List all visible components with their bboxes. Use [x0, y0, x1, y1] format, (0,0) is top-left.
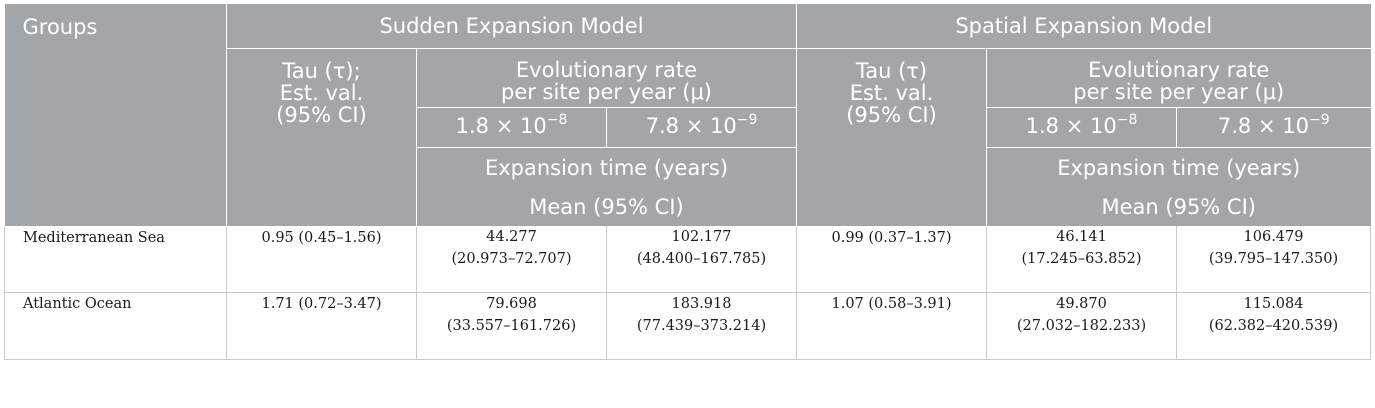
header-sudden-mean-ci: Mean (95% CI)	[416, 187, 797, 226]
sudden-tau-cell: 0.95 (0.45–1.56)	[226, 226, 417, 293]
header-spatial-expansion-time: Expansion time (years)	[986, 147, 1371, 187]
group-cell: Atlantic Ocean	[4, 292, 227, 360]
sudden-time-b-cell: 102.177 (48.400–167.785)	[606, 226, 797, 293]
header-sudden-rate-b: 7.8 × 10−9	[606, 107, 797, 148]
header-sudden-rate-a: 1.8 × 10−8	[416, 107, 607, 148]
header-groups: Groups	[4, 4, 227, 227]
header-sudden-expansion-time: Expansion time (years)	[416, 147, 797, 187]
spatial-time-a-cell: 49.870 (27.032–182.233)	[986, 292, 1177, 360]
header-sudden-rate: Evolutionary rate per site per year (μ)	[416, 48, 797, 108]
sudden-tau-cell: 1.71 (0.72–3.47)	[226, 292, 417, 360]
header-sudden-tau: Tau (τ); Est. val. (95% CI)	[226, 48, 417, 227]
header-spatial-model: Spatial Expansion Model	[796, 4, 1371, 49]
table-row: Atlantic Ocean 1.71 (0.72–3.47) 79.698 (3…	[4, 292, 1371, 360]
header-spatial-tau: Tau (τ) Est. val. (95% CI)	[796, 48, 987, 227]
header-spatial-rate-b: 7.8 × 10−9	[1176, 107, 1371, 148]
spatial-time-b-cell: 115.084 (62.382–420.539)	[1176, 292, 1371, 360]
sudden-time-a-cell: 79.698 (33.557–161.726)	[416, 292, 607, 360]
header-spatial-rate: Evolutionary rate per site per year (μ)	[986, 48, 1371, 108]
sudden-time-a-cell: 44.277 (20.973–72.707)	[416, 226, 607, 293]
header-spatial-mean-ci: Mean (95% CI)	[986, 187, 1371, 226]
sudden-time-b-cell: 183.918 (77.439–373.214)	[606, 292, 797, 360]
spatial-tau-cell: 0.99 (0.37–1.37)	[796, 226, 987, 293]
spatial-time-b-cell: 106.479 (39.795–147.350)	[1176, 226, 1371, 293]
table-row: Mediterranean Sea 0.95 (0.45–1.56) 44.27…	[4, 226, 1371, 293]
header-sudden-model: Sudden Expansion Model	[226, 4, 797, 49]
results-table: Groups Sudden Expansion Model Spatial Ex…	[4, 4, 1371, 360]
header-spatial-rate-a: 1.8 × 10−8	[986, 107, 1177, 148]
spatial-tau-cell: 1.07 (0.58–3.91)	[796, 292, 987, 360]
group-cell: Mediterranean Sea	[4, 226, 227, 293]
spatial-time-a-cell: 46.141 (17.245–63.852)	[986, 226, 1177, 293]
